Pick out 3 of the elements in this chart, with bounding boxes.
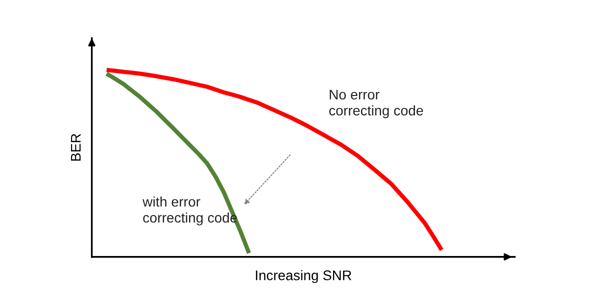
x-axis-title: Increasing SNR [256,270,352,284]
series-label: No error correcting code [329,90,424,118]
y-axis-title: BER [71,134,81,161]
